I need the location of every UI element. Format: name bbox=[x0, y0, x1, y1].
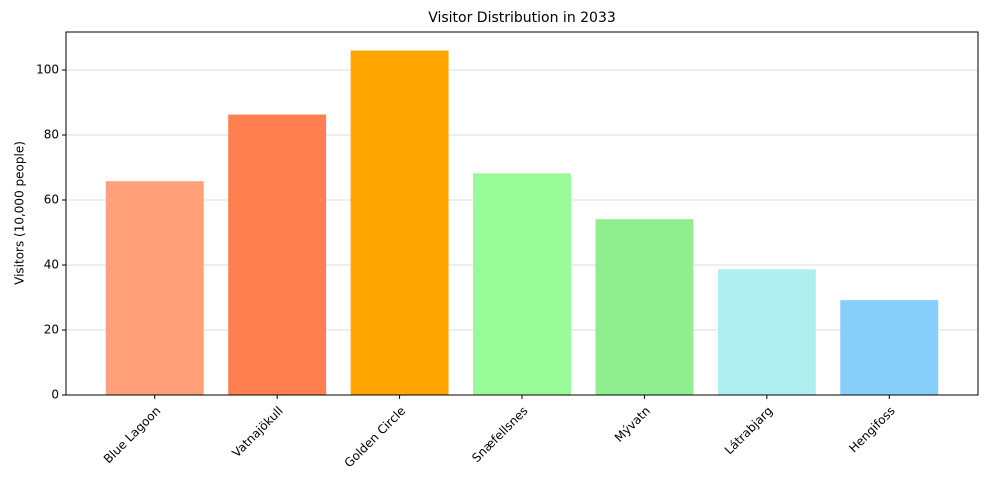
bar bbox=[105, 181, 204, 395]
y-tick-label: 0 bbox=[51, 388, 59, 402]
y-axis-label: Visitors (10,000 people) bbox=[13, 141, 27, 285]
y-tick-label: 40 bbox=[44, 258, 59, 272]
chart-title: Visitor Distribution in 2033 bbox=[428, 10, 616, 26]
bar bbox=[228, 114, 327, 395]
y-tick-label: 80 bbox=[44, 128, 59, 142]
x-tick-label: Hengifoss bbox=[846, 404, 898, 456]
x-tick-label: Mývatn bbox=[612, 404, 653, 445]
x-tick-label: Vatnajökull bbox=[229, 404, 285, 460]
y-tick-label: 100 bbox=[36, 63, 59, 77]
bar bbox=[717, 269, 816, 395]
bars bbox=[105, 50, 939, 396]
bar bbox=[840, 300, 939, 395]
y-tick-label: 20 bbox=[44, 323, 59, 337]
bar bbox=[350, 50, 449, 396]
x-tick-label: Blue Lagoon bbox=[101, 404, 163, 466]
bar bbox=[595, 219, 694, 395]
y-tick-label: 60 bbox=[44, 193, 59, 207]
x-tick-label: Golden Circle bbox=[342, 404, 409, 471]
bar bbox=[473, 173, 571, 395]
x-tick-label: Látrabjarg bbox=[722, 404, 776, 458]
x-tick-label: Snæfellsnes bbox=[469, 404, 530, 465]
